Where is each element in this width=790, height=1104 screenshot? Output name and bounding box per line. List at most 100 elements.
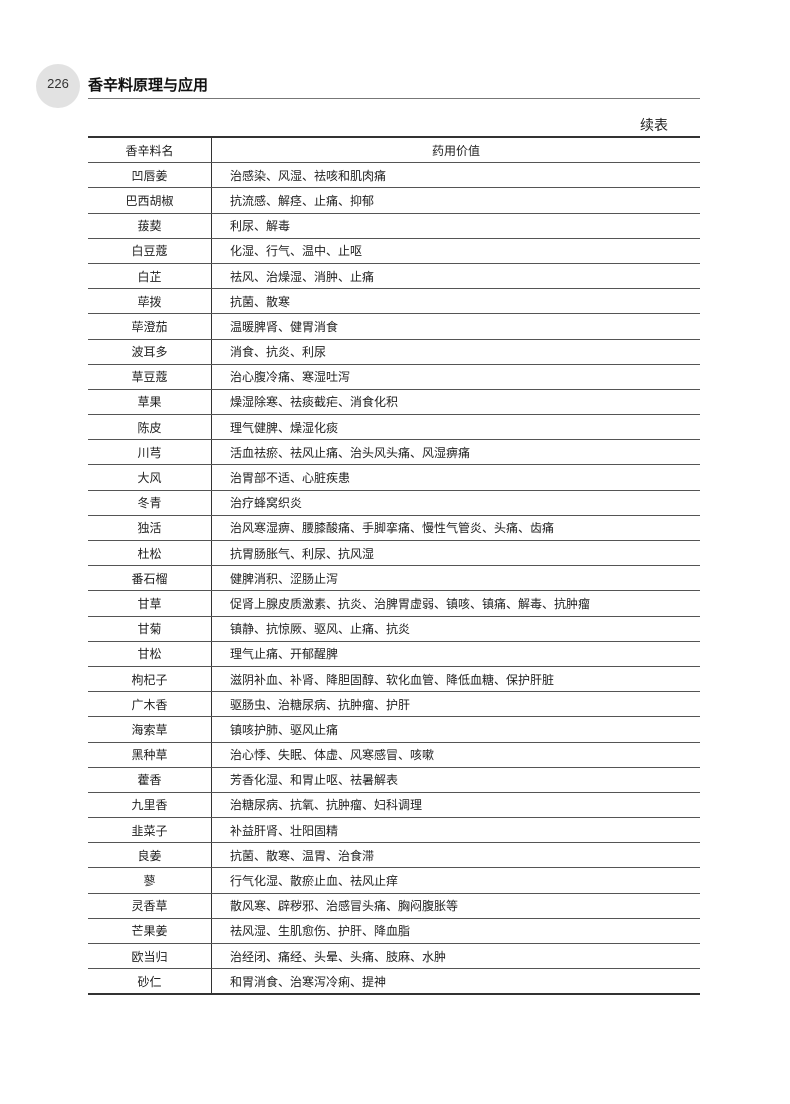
table-row: 芒果姜 祛风湿、生肌愈伤、护肝、降血脂 [88, 918, 700, 945]
table-header-row: 香辛料名 药用价值 [88, 136, 700, 164]
medicinal-value-cell: 燥湿除寒、祛痰截疟、消食化积 [211, 389, 700, 416]
medicinal-value-cell: 抗胃肠胀气、利尿、抗风湿 [211, 540, 700, 567]
table-row: 砂仁 和胃消食、治寒泻冷痢、提神 [88, 968, 700, 996]
table-row: 蓼行气化湿、散瘀止血、祛风止痒 [88, 867, 700, 894]
table-row: 欧当归 治经闭、痛经、头晕、头痛、肢麻、水肿 [88, 943, 700, 970]
spice-name-cell: 甘松 [88, 641, 212, 667]
page-number-badge [36, 64, 80, 108]
table-row: 草豆蔻 治心腹冷痛、寒湿吐泻 [88, 364, 700, 390]
spice-name-cell: 独活 [88, 515, 212, 542]
spice-name-cell: 荜拨 [88, 288, 212, 315]
table-row: 良姜 抗菌、散寒、温胃、治食滞 [88, 842, 700, 869]
table-row: 荜拨 抗菌、散寒 [88, 288, 700, 315]
spice-medicinal-table: 香辛料名 药用价值 凹唇姜 治感染、风湿、祛咳和肌肉痛 巴西胡椒 抗流感、解痉、止痛、… [88, 136, 700, 996]
spice-name-cell: 冬青 [88, 490, 212, 516]
spice-name-cell: 杜松 [88, 540, 212, 567]
table-row: 韭菜子 补益肝肾、壮阳固精 [88, 817, 700, 844]
spice-name-cell: 白豆蔻 [88, 238, 212, 264]
medicinal-value-cell: 祛风、治燥湿、消肿、止痛 [211, 263, 700, 290]
spice-name-cell: 陈皮 [88, 414, 212, 441]
spice-name-cell: 广木香 [88, 691, 212, 718]
table-row: 甘松 理气止痛、开郁醒脾 [88, 641, 700, 667]
medicinal-value-cell: 治胃部不适、心脏疾患 [211, 464, 700, 491]
continued-label: 续表 [640, 118, 668, 134]
column-header-name: 香辛料名 [88, 136, 212, 164]
medicinal-value-cell: 抗菌、散寒、温胃、治食滞 [211, 842, 700, 869]
column-header-value: 药用价值 [211, 136, 700, 164]
medicinal-value-cell: 治糖尿病、抗氧、抗肿瘤、妇科调理 [211, 792, 700, 819]
table-row: 广木香 驱肠虫、治糖尿病、抗肿瘤、护肝 [88, 691, 700, 718]
spice-name-cell: 草豆蔻 [88, 364, 212, 390]
table-row: 藿香 芳香化湿、和胃止呕、祛暑解表 [88, 767, 700, 793]
medicinal-value-cell: 驱肠虫、治糖尿病、抗肿瘤、护肝 [211, 691, 700, 718]
medicinal-value-cell: 温暖脾肾、健胃消食 [211, 313, 700, 340]
table-row: 番石榴 健脾消积、涩肠止泻 [88, 565, 700, 592]
table-row: 凹唇姜 治感染、风湿、祛咳和肌肉痛 [88, 162, 700, 189]
medicinal-value-cell: 理气止痛、开郁醒脾 [211, 641, 700, 667]
spice-name-cell: 黑种草 [88, 742, 212, 768]
table-row: 陈皮 理气健脾、燥湿化痰 [88, 414, 700, 441]
medicinal-value-cell: 滋阴补血、补肾、降胆固醇、软化血管、降低血糖、保护肝脏 [211, 666, 700, 693]
medicinal-value-cell: 芳香化湿、和胃止呕、祛暑解表 [211, 767, 700, 793]
spice-name-cell: 韭菜子 [88, 817, 212, 844]
table-row: 独活 治风寒湿痹、腰膝酸痛、手脚挛痛、慢性气管炎、头痛、齿痛 [88, 515, 700, 542]
header-rule [88, 98, 700, 99]
medicinal-value-cell: 理气健脾、燥湿化痰 [211, 414, 700, 441]
medicinal-value-cell: 促肾上腺皮质激素、抗炎、治脾胃虚弱、镇咳、镇痛、解毒、抗肿瘤 [211, 590, 700, 617]
table-row: 菝葜 利尿、解毒 [88, 213, 700, 239]
spice-name-cell: 甘草 [88, 590, 212, 617]
medicinal-value-cell: 抗菌、散寒 [211, 288, 700, 315]
table-row: 草果 燥湿除寒、祛痰截疟、消食化积 [88, 389, 700, 416]
table-row: 大风 治胃部不适、心脏疾患 [88, 464, 700, 491]
spice-name-cell: 砂仁 [88, 968, 212, 996]
medicinal-value-cell: 祛风湿、生肌愈伤、护肝、降血脂 [211, 918, 700, 945]
spice-name-cell: 草果 [88, 389, 212, 416]
spice-name-cell: 灵香草 [88, 893, 212, 919]
table-row: 冬青 治疗蜂窝织炎 [88, 490, 700, 516]
table-row: 川芎 活血祛瘀、祛风止痛、治头风头痛、风湿痹痛 [88, 439, 700, 466]
spice-name-cell: 九里香 [88, 792, 212, 819]
spice-name-cell: 凹唇姜 [88, 162, 212, 189]
spice-name-cell: 蓼 [88, 867, 212, 894]
medicinal-value-cell: 散风寒、辟秽邪、治感冒头痛、胸闷腹胀等 [211, 893, 700, 919]
table-row: 荜澄茄 温暖脾肾、健胃消食 [88, 313, 700, 340]
table-row: 枸杞子 滋阴补血、补肾、降胆固醇、软化血管、降低血糖、保护肝脏 [88, 666, 700, 693]
medicinal-value-cell: 抗流感、解痉、止痛、抑郁 [211, 187, 700, 214]
book-title: 香辛料原理与应用 [88, 76, 209, 94]
medicinal-value-cell: 和胃消食、治寒泻冷痢、提神 [211, 968, 700, 996]
spice-name-cell: 菝葜 [88, 213, 212, 239]
table-row: 九里香 治糖尿病、抗氧、抗肿瘤、妇科调理 [88, 792, 700, 819]
spice-name-cell: 海索草 [88, 716, 212, 743]
medicinal-value-cell: 治风寒湿痹、腰膝酸痛、手脚挛痛、慢性气管炎、头痛、齿痛 [211, 515, 700, 542]
table-row: 白豆蔻 化湿、行气、温中、止呕 [88, 238, 700, 264]
medicinal-value-cell: 治心悸、失眠、体虚、风寒感冒、咳嗽 [211, 742, 700, 768]
medicinal-value-cell: 健脾消积、涩肠止泻 [211, 565, 700, 592]
table-row: 灵香草 散风寒、辟秽邪、治感冒头痛、胸闷腹胀等 [88, 893, 700, 919]
spice-name-cell: 良姜 [88, 842, 212, 869]
spice-name-cell: 甘菊 [88, 616, 212, 642]
spice-name-cell: 巴西胡椒 [88, 187, 212, 214]
spice-name-cell: 大风 [88, 464, 212, 491]
table-row: 杜松 抗胃肠胀气、利尿、抗风湿 [88, 540, 700, 567]
medicinal-value-cell: 镇咳护肺、驱风止痛 [211, 716, 700, 743]
page-number: 226 [47, 76, 69, 91]
table-row: 黑种草 治心悸、失眠、体虚、风寒感冒、咳嗽 [88, 742, 700, 768]
spice-name-cell: 芒果姜 [88, 918, 212, 945]
medicinal-value-cell: 利尿、解毒 [211, 213, 700, 239]
medicinal-value-cell: 化湿、行气、温中、止呕 [211, 238, 700, 264]
spice-name-cell: 枸杞子 [88, 666, 212, 693]
table-row: 甘菊 镇静、抗惊厥、驱风、止痛、抗炎 [88, 616, 700, 642]
table-row: 白芷 祛风、治燥湿、消肿、止痛 [88, 263, 700, 290]
medicinal-value-cell: 活血祛瘀、祛风止痛、治头风头痛、风湿痹痛 [211, 439, 700, 466]
spice-name-cell: 番石榴 [88, 565, 212, 592]
medicinal-value-cell: 治感染、风湿、祛咳和肌肉痛 [211, 162, 700, 189]
table-row: 波耳多 消食、抗炎、利尿 [88, 339, 700, 365]
table-row: 海索草 镇咳护肺、驱风止痛 [88, 716, 700, 743]
spice-name-cell: 白芷 [88, 263, 212, 290]
medicinal-value-cell: 镇静、抗惊厥、驱风、止痛、抗炎 [211, 616, 700, 642]
medicinal-value-cell: 消食、抗炎、利尿 [211, 339, 700, 365]
spice-name-cell: 川芎 [88, 439, 212, 466]
medicinal-value-cell: 补益肝肾、壮阳固精 [211, 817, 700, 844]
spice-name-cell: 荜澄茄 [88, 313, 212, 340]
medicinal-value-cell: 治疗蜂窝织炎 [211, 490, 700, 516]
